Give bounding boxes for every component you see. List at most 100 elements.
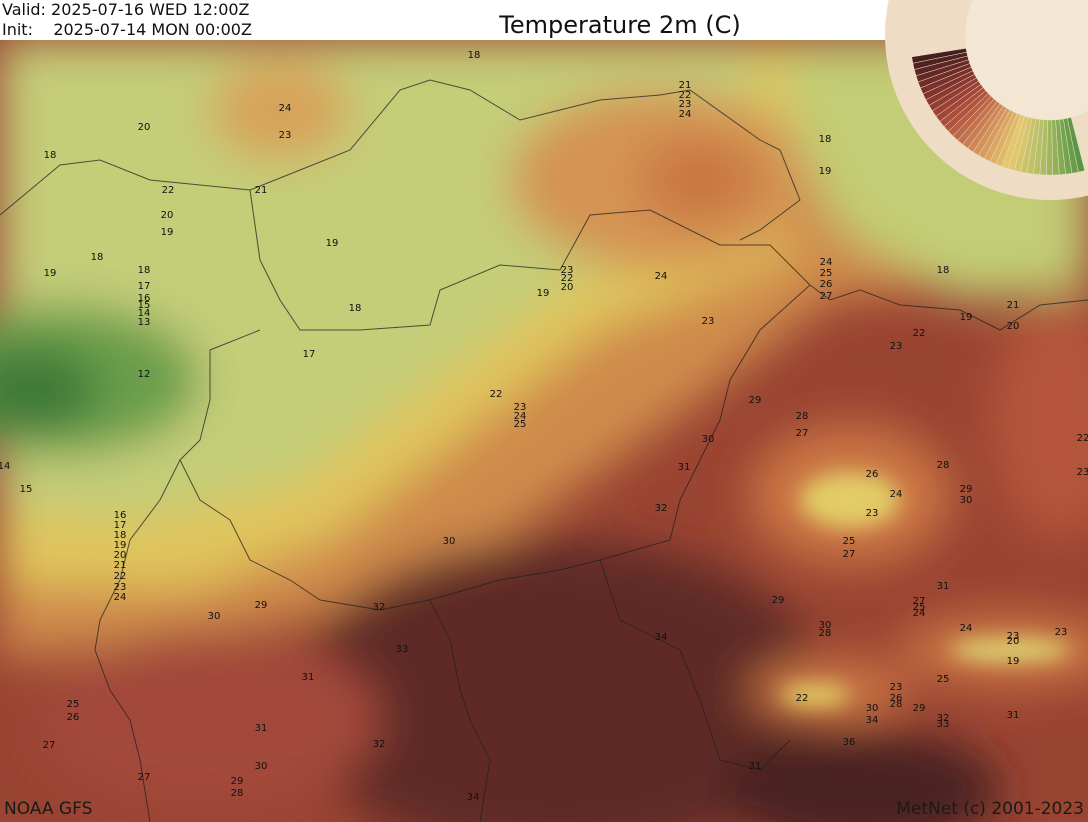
contour-label: 20 (1007, 636, 1020, 647)
contour-label: 28 (819, 628, 832, 639)
contour-label: 24 (890, 489, 903, 500)
contour-label: 18 (468, 50, 481, 61)
contour-label: 23 (702, 316, 715, 327)
contour-label: 30 (819, 620, 832, 631)
contour-label: 15 (138, 300, 151, 311)
contour-label: 24 (820, 257, 833, 268)
contour-label: 24 (960, 623, 973, 634)
contour-label: 22 (1077, 433, 1088, 444)
contour-label: 25 (913, 602, 926, 613)
contour-label: 34 (655, 632, 668, 643)
contour-label: 25 (67, 699, 80, 710)
contour-label: 23 (561, 265, 574, 276)
contour-label: 23 (890, 682, 903, 693)
contour-label: 24 (114, 592, 127, 603)
temperature-field (0, 40, 1088, 822)
contour-label: 23 (1077, 467, 1088, 478)
contour-label: 17 (303, 349, 316, 360)
contour-label: 31 (255, 723, 268, 734)
contour-label: 19 (161, 227, 174, 238)
contour-label: 30 (866, 703, 879, 714)
contour-label: 27 (843, 549, 856, 560)
contour-label: 31 (1007, 710, 1020, 721)
contour-label: 29 (772, 595, 785, 606)
contour-label: 20 (138, 122, 151, 133)
contour-label: 34 (866, 715, 879, 726)
contour-label: 19 (1007, 656, 1020, 667)
credit-label: MetNet (c) 2001-2023 (896, 799, 1084, 819)
contour-label: 32 (373, 602, 386, 613)
contour-label: 16 (138, 293, 151, 304)
contour-label: 18 (44, 150, 57, 161)
legend-center (965, 0, 1088, 120)
contour-label: 30 (255, 761, 268, 772)
contour-label: 17 (114, 520, 127, 531)
contour-label: 26 (866, 469, 879, 480)
contour-label: 23 (114, 582, 127, 593)
contour-label: 18 (138, 265, 151, 276)
contour-label: 22 (162, 185, 175, 196)
contour-label: 24 (655, 271, 668, 282)
contour-label: 21 (114, 560, 127, 571)
contour-label: 31 (302, 672, 315, 683)
contour-label: 18 (114, 530, 127, 541)
contour-label: 13 (138, 317, 151, 328)
contour-label: 18 (349, 303, 362, 314)
contour-label: 28 (937, 460, 950, 471)
contour-label: 29 (255, 600, 268, 611)
contour-label: 27 (820, 291, 833, 302)
contour-label: 23 (514, 402, 527, 413)
contour-label: 24 (679, 109, 692, 120)
contour-label: 14 (138, 308, 151, 319)
contour-label: 16 (114, 510, 127, 521)
border (249, 189, 1088, 331)
contour-label: 27 (138, 772, 151, 783)
contour-label: 21 (1007, 300, 1020, 311)
contour-label: 23 (890, 341, 903, 352)
border (429, 599, 491, 822)
contour-label: 28 (796, 411, 809, 422)
contour-label: 22 (913, 328, 926, 339)
contour-label: 25 (937, 674, 950, 685)
contour-label: 33 (937, 719, 950, 730)
contour-label: 24 (279, 103, 292, 114)
contour-label: 34 (467, 792, 480, 803)
contour-label: 31 (937, 581, 950, 592)
contour-label: 20 (1007, 321, 1020, 332)
contour-label: 19 (326, 238, 339, 249)
contour-label: 26 (890, 693, 903, 704)
contour-label: 21 (679, 80, 692, 91)
contour-label: 26 (820, 279, 833, 290)
contour-label: 21 (255, 185, 268, 196)
contour-label: 33 (396, 644, 409, 655)
contour-label: 30 (443, 536, 456, 547)
contour-label: 18 (819, 134, 832, 145)
contour-label: 19 (537, 288, 550, 299)
valid-time: Valid: 2025-07-16 WED 12:00Z (2, 0, 250, 19)
contour-label: 20 (161, 210, 174, 221)
contour-label: 25 (514, 419, 527, 430)
contour-label: 31 (678, 462, 691, 473)
contour-label: 20 (114, 550, 127, 561)
contour-label: 32 (937, 713, 950, 724)
contour-label: 27 (796, 428, 809, 439)
init-time: Init: 2025-07-14 MON 00:00Z (2, 20, 252, 39)
source-label: NOAA GFS (4, 799, 92, 819)
contour-label: 25 (820, 268, 833, 279)
contour-label: 30 (702, 434, 715, 445)
contour-label: 23 (1007, 631, 1020, 642)
contour-label: 23 (866, 508, 879, 519)
contour-label: 31 (749, 761, 762, 772)
contour-label: 26 (67, 712, 80, 723)
map-title: Temperature 2m (C) (498, 11, 740, 39)
contour-label: 22 (561, 273, 574, 284)
contour-label: 25 (843, 536, 856, 547)
contour-label: 29 (960, 484, 973, 495)
contour-label: 19 (819, 166, 832, 177)
color-legend (885, 0, 1088, 200)
contour-label: 22 (679, 90, 692, 101)
contour-label: 24 (514, 411, 527, 422)
contour-label: 12 (138, 369, 151, 380)
contour-label: 19 (114, 540, 127, 551)
